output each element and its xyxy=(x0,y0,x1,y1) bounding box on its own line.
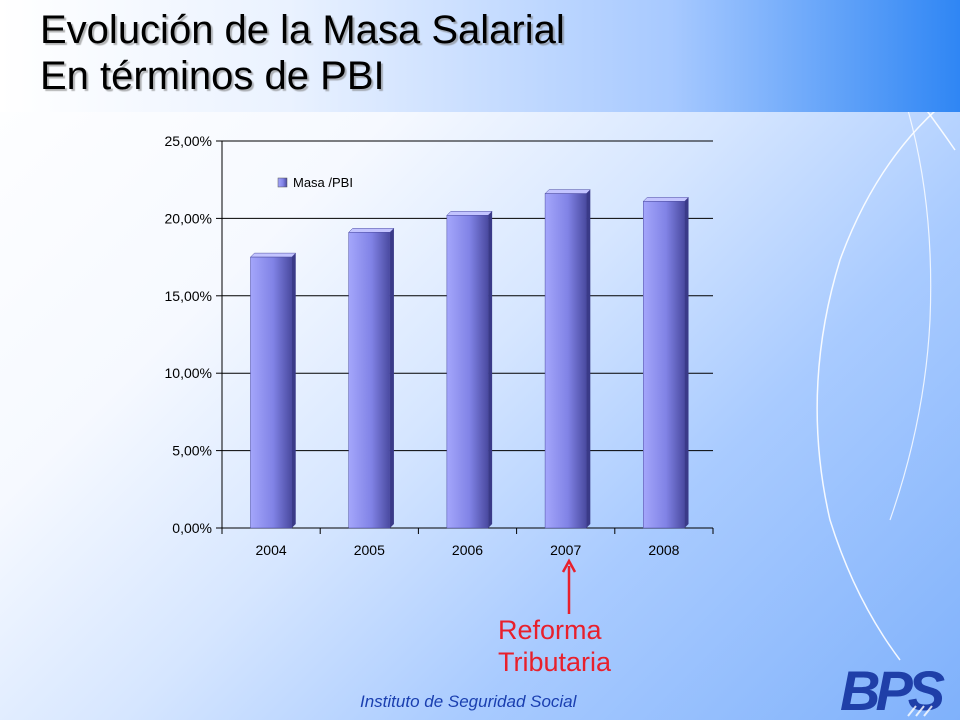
x-tick-label: 2006 xyxy=(452,542,483,558)
bar-2004 xyxy=(249,252,297,529)
legend: Masa /PBI xyxy=(277,175,353,190)
bar-2007 xyxy=(544,189,591,529)
annotation-line2: Tributaria xyxy=(498,647,612,677)
legend-label: Masa /PBI xyxy=(293,175,353,190)
x-tick-label: 2005 xyxy=(354,542,385,558)
tick-labels: 0,00% 5,00% 10,00% 15,00% 20,00% 25,00% 2004 20… xyxy=(165,133,680,558)
y-tick-label: 5,00% xyxy=(172,443,212,459)
bps-logo: BPS xyxy=(840,660,950,718)
x-tick-label: 2004 xyxy=(256,542,287,558)
bars xyxy=(249,189,690,529)
y-tick-label: 25,00% xyxy=(165,133,212,149)
bar-2008 xyxy=(642,197,690,529)
y-tick-label: 10,00% xyxy=(165,365,212,381)
y-tick-label: 15,00% xyxy=(165,288,212,304)
slide-title-line2: En términos de PBI xyxy=(40,54,385,98)
legend-swatch xyxy=(277,177,288,188)
x-tick-label: 2008 xyxy=(648,542,679,558)
title-bar: Evolución de la Masa Salarial En término… xyxy=(0,0,960,112)
y-tick-label: 0,00% xyxy=(172,520,212,536)
x-tick-label: 2007 xyxy=(550,542,581,558)
bar-2005 xyxy=(348,228,395,529)
slide-title-line1: Evolución de la Masa Salarial xyxy=(40,8,565,52)
annotation-label: Reforma Tributaria xyxy=(498,614,611,678)
y-tick-label: 20,00% xyxy=(165,210,212,226)
annotation-arrow xyxy=(561,558,577,614)
annotation-line1: Reforma xyxy=(498,615,602,645)
logo-text: BPS xyxy=(840,660,945,718)
bar-2006 xyxy=(446,211,493,529)
footer-text: Instituto de Seguridad Social xyxy=(360,692,577,711)
